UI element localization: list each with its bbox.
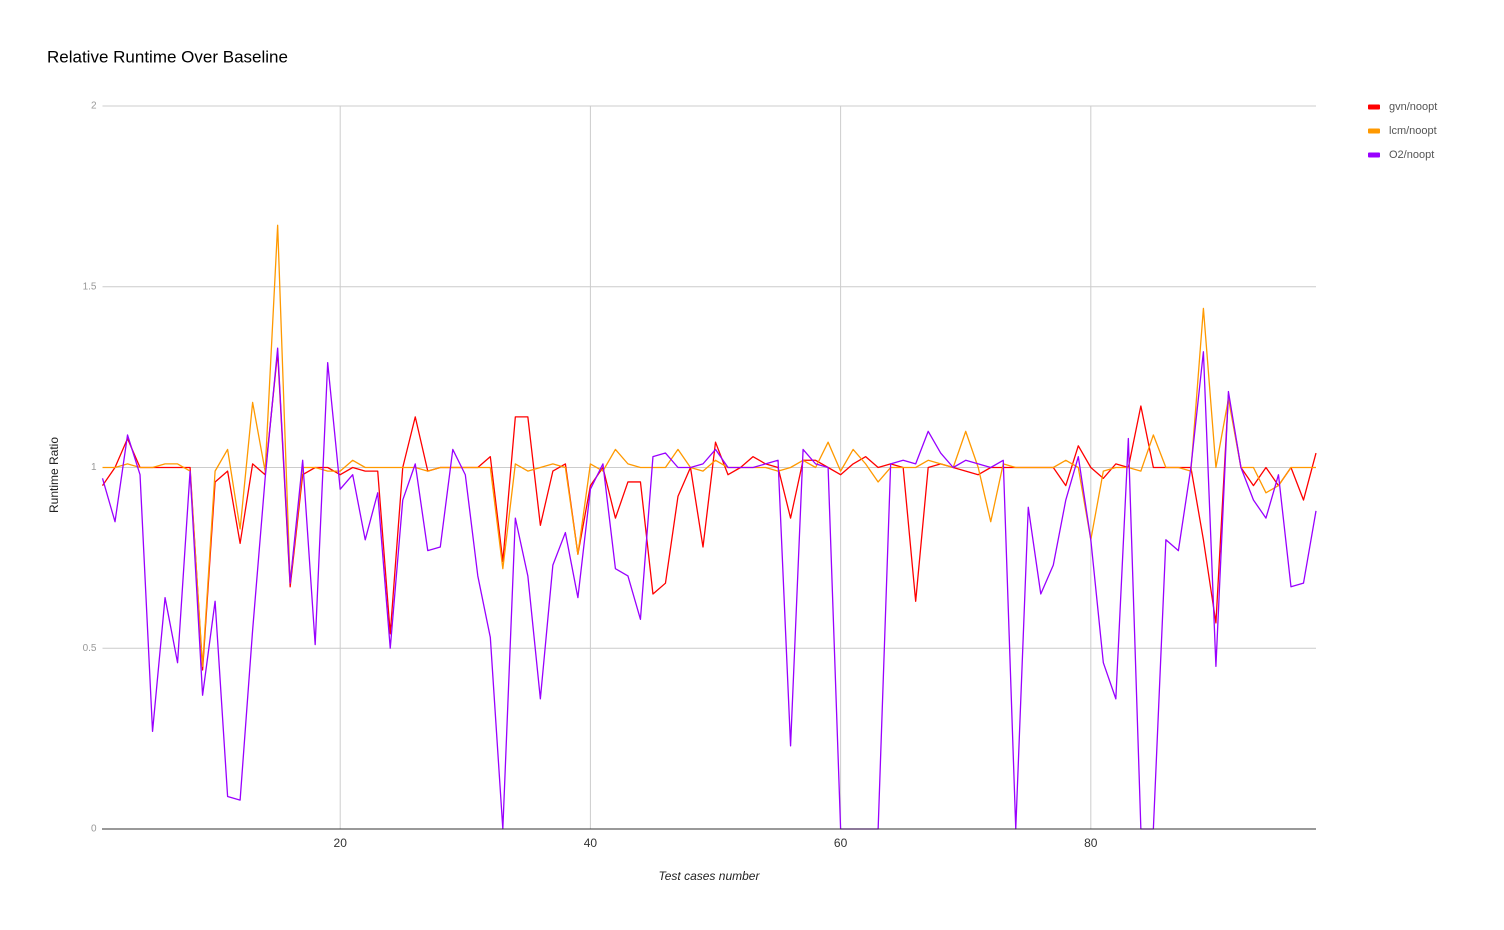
plot: [101, 224, 1317, 830]
x-axis-label: Test cases number: [659, 869, 761, 883]
legend-swatch: [1368, 128, 1380, 134]
x-tick-label: 40: [584, 836, 598, 850]
series-line: [101, 347, 1317, 830]
chart-title: Relative Runtime Over Baseline: [47, 47, 288, 66]
legend-swatch: [1368, 104, 1380, 110]
x-tick-label: 80: [1084, 836, 1098, 850]
series-line: [102, 224, 1316, 667]
legend-label: gvn/noopt: [1389, 101, 1437, 113]
x-tick-label: 20: [334, 836, 348, 850]
legend-label: O2/noopt: [1389, 149, 1434, 161]
legend-swatch: [1368, 152, 1380, 158]
y-tick-label: 0: [91, 824, 97, 835]
x-tick-label: 60: [834, 836, 848, 850]
y-tick-label: 2: [91, 101, 97, 112]
legend-label: lcm/noopt: [1389, 125, 1437, 137]
y-axis-label: Runtime Ratio: [47, 437, 61, 513]
y-tick-label: 1: [91, 462, 97, 473]
y-tick-label: 0.5: [83, 643, 97, 654]
y-tick-label: 1.5: [83, 281, 97, 292]
series-line: [101, 351, 1317, 671]
